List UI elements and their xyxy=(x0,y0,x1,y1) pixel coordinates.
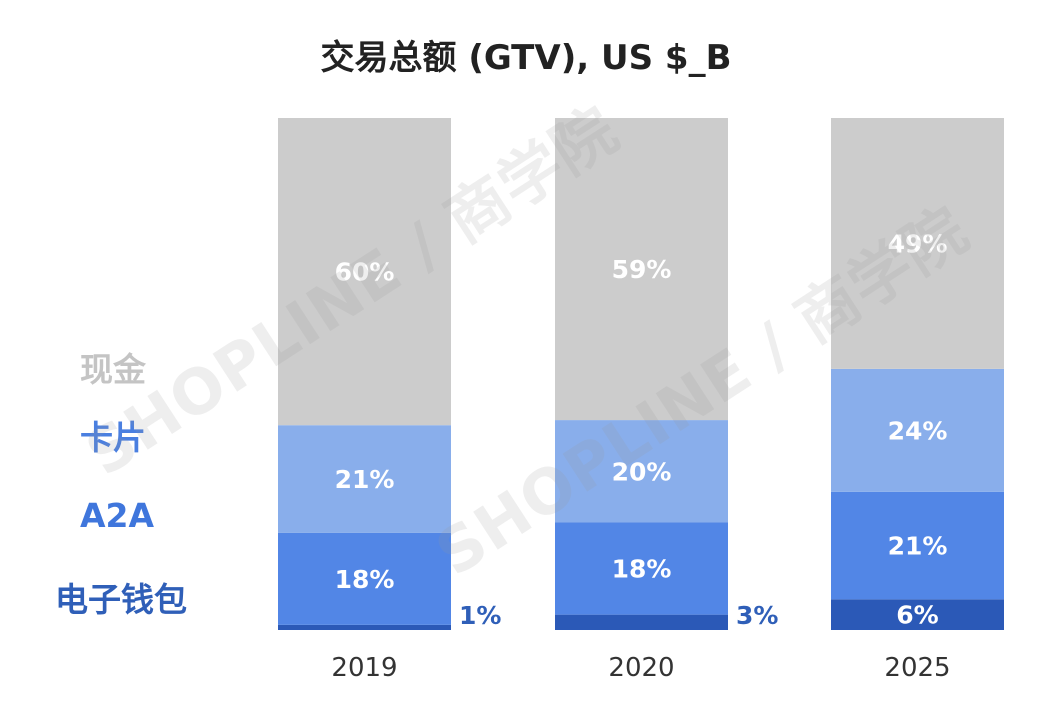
data-label: 1% xyxy=(459,601,501,630)
data-label: 21% xyxy=(888,532,948,561)
legend-item-a2a: A2A xyxy=(80,496,155,535)
bar-segment-2020-2 xyxy=(555,420,728,523)
bar-segment-2020-0 xyxy=(555,614,728,630)
data-label: 21% xyxy=(335,465,395,494)
legend-item-ewallet: 电子钱包 xyxy=(55,580,187,619)
x-tick-label: 2025 xyxy=(884,653,950,683)
data-label: 18% xyxy=(335,565,395,594)
data-label: 24% xyxy=(888,416,948,445)
bar-segment-2019-2 xyxy=(278,425,451,533)
x-tick-label: 2020 xyxy=(608,653,674,683)
bar-segment-2020-3 xyxy=(555,118,728,421)
legend-item-cash: 现金 xyxy=(80,350,146,389)
bar-segment-2020-1 xyxy=(555,522,728,615)
x-tick-label: 2019 xyxy=(331,653,397,683)
bar-segment-2025-1 xyxy=(831,491,1004,600)
data-label: 60% xyxy=(335,258,395,287)
bar-segment-2025-2 xyxy=(831,368,1004,492)
data-label: 3% xyxy=(736,601,778,630)
chart-title: 交易总额 (GTV), US $_B xyxy=(320,38,732,78)
data-label: 59% xyxy=(612,255,672,284)
legend-item-card: 卡片 xyxy=(80,418,146,457)
data-label: 20% xyxy=(612,457,672,486)
bar-segment-2025-0 xyxy=(831,599,1004,630)
data-label: 49% xyxy=(888,229,948,258)
bar-segment-2025-3 xyxy=(831,118,1004,369)
bar-segment-2019-3 xyxy=(278,118,451,426)
data-label: 6% xyxy=(896,601,938,630)
bar-segment-2019-1 xyxy=(278,532,451,625)
bar-segment-2019-0 xyxy=(278,624,451,630)
data-label: 18% xyxy=(612,555,672,584)
